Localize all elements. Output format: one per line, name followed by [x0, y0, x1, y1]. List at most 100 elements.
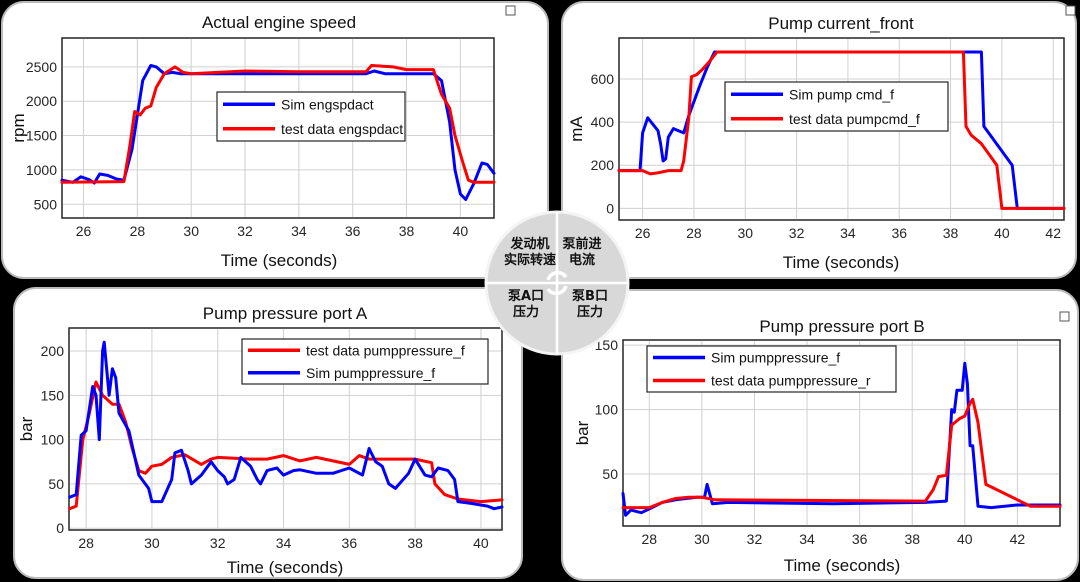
- series-line-sim: [617, 50, 1066, 210]
- legend-entry: test data pumppressure_f: [306, 342, 465, 358]
- y-tick-label: 100: [41, 432, 65, 448]
- series-line-test: [68, 380, 504, 511]
- x-axis-label: Time (seconds): [221, 251, 338, 270]
- x-tick-label: 42: [1045, 225, 1061, 241]
- x-tick-label: 32: [210, 535, 226, 551]
- x-axis-label: Time (seconds): [227, 558, 344, 577]
- nav-pressure-b[interactable]: 泵B口 压力: [572, 289, 608, 320]
- x-tick-label: 26: [635, 225, 651, 241]
- y-tick-label: 0: [56, 520, 64, 536]
- legend-entry: Sim engspdact: [281, 96, 374, 112]
- y-axis-label: bar: [573, 420, 592, 445]
- plot-frame: [622, 339, 1061, 527]
- y-tick-label: 200: [41, 343, 65, 359]
- y-tick-label: 50: [602, 466, 618, 482]
- chart-3: 28 30 32 34 36 38 40 0 50 100 150 200 Pump pressure …: [17, 304, 504, 577]
- x-axis-label: Time (seconds): [784, 556, 901, 575]
- y-axis-label: rpm: [9, 113, 28, 142]
- chart-1: 26 28 30 32 34 36 38 40 500 1000 1500 2000 2500 Actua…: [9, 5, 516, 270]
- plot-frame: [618, 37, 1065, 221]
- x-tick-label: 38: [904, 531, 920, 547]
- x-tick-label: 42: [1010, 531, 1026, 547]
- series-line-test: [60, 64, 496, 184]
- y-tick-label: 600: [591, 71, 615, 87]
- x-tick-label: 40: [994, 225, 1010, 241]
- export-icon[interactable]: [505, 5, 516, 16]
- legend-box: [241, 338, 489, 385]
- legend-box: [724, 81, 949, 132]
- y-tick-label: 200: [591, 157, 615, 173]
- x-tick-label: 38: [943, 225, 959, 241]
- legend-entry: Sim pump cmd_f: [789, 86, 894, 102]
- nav-pressure-b-line1[interactable]: 泵B口: [572, 289, 608, 304]
- y-tick-label: 0: [606, 200, 614, 216]
- legend-entry: test data pumpcmd_f: [789, 111, 920, 127]
- x-tick-label: 34: [291, 223, 307, 239]
- nav-pressure-b-line2[interactable]: 压力: [577, 304, 603, 320]
- x-tick-label: 36: [852, 531, 868, 547]
- x-tick-label: 32: [237, 223, 253, 239]
- series-line-test: [617, 50, 1066, 210]
- chart-title: Pump current_front: [768, 14, 914, 33]
- x-tick-label: 34: [840, 225, 856, 241]
- export-icon[interactable]: [1059, 311, 1070, 322]
- plot-frame: [61, 37, 495, 219]
- chart-title: Pump pressure port A: [203, 304, 368, 323]
- y-tick-label: 2000: [26, 93, 57, 109]
- legend-entry: Sim pumppressure_f: [711, 350, 840, 366]
- legend-entry: test data engspdact: [281, 121, 403, 137]
- nav-pump-current-line2[interactable]: 电流: [569, 252, 595, 268]
- x-tick-label: 38: [407, 535, 423, 551]
- x-tick-label: 26: [76, 223, 92, 239]
- y-tick-label: 50: [48, 476, 64, 492]
- y-tick-label: 2500: [26, 59, 57, 75]
- nav-engine-speed[interactable]: 发动机 实际转速: [504, 236, 556, 268]
- chart-navigator: 发动机 实际转速 泵前进 电流 泵A口 压力 泵B口 压力: [484, 210, 630, 356]
- legend: test data pumppressure_f Sim pumppressure…: [241, 338, 489, 385]
- x-tick-label: 36: [891, 225, 907, 241]
- y-tick-label: 400: [591, 114, 615, 130]
- x-tick-label: 30: [694, 531, 710, 547]
- legend-entry: test data pumppressure_r: [711, 373, 871, 389]
- x-tick-label: 36: [345, 223, 361, 239]
- chart-title: Actual engine speed: [202, 13, 356, 32]
- nav-pressure-a[interactable]: 泵A口 压力: [508, 289, 544, 320]
- x-tick-label: 28: [686, 225, 702, 241]
- plot-frame: [68, 327, 503, 531]
- x-tick-label: 36: [342, 535, 358, 551]
- y-axis-label: mA: [567, 116, 586, 142]
- nav-engine-speed-line1[interactable]: 发动机: [509, 236, 549, 252]
- x-tick-label: 28: [642, 531, 658, 547]
- x-tick-label: 40: [453, 223, 469, 239]
- export-icon[interactable]: [1065, 5, 1076, 16]
- x-tick-label: 32: [747, 531, 763, 547]
- x-tick-label: 30: [183, 223, 199, 239]
- legend-box: [216, 91, 406, 142]
- x-tick-label: 28: [78, 535, 94, 551]
- series-line-sim: [68, 340, 504, 511]
- legend-box: [646, 345, 897, 393]
- series-line-test: [621, 397, 1062, 510]
- y-tick-label: 1000: [26, 162, 57, 178]
- x-tick-label: 28: [130, 223, 146, 239]
- legend-entry: Sim pumppressure_f: [306, 365, 435, 381]
- x-tick-label: 34: [276, 535, 292, 551]
- legend: Sim engspdact test data engspdact: [216, 91, 406, 142]
- series-line-sim: [60, 64, 496, 201]
- y-tick-label: 1500: [26, 128, 57, 144]
- chart-title: Pump pressure port B: [759, 317, 924, 336]
- x-axis-label: Time (seconds): [783, 253, 900, 272]
- nav-pump-current-line1[interactable]: 泵前进: [562, 236, 601, 252]
- y-tick-label: 150: [41, 387, 65, 403]
- nav-pressure-a-line2[interactable]: 压力: [513, 304, 539, 320]
- y-tick-label: 150: [595, 337, 619, 353]
- nav-pressure-a-line1[interactable]: 泵A口: [508, 289, 544, 304]
- x-tick-label: 30: [737, 225, 753, 241]
- nav-pump-current[interactable]: 泵前进 电流: [562, 236, 601, 268]
- x-tick-label: 40: [473, 535, 489, 551]
- nav-engine-speed-line2[interactable]: 实际转速: [504, 252, 556, 268]
- rotate-icon[interactable]: [546, 270, 568, 296]
